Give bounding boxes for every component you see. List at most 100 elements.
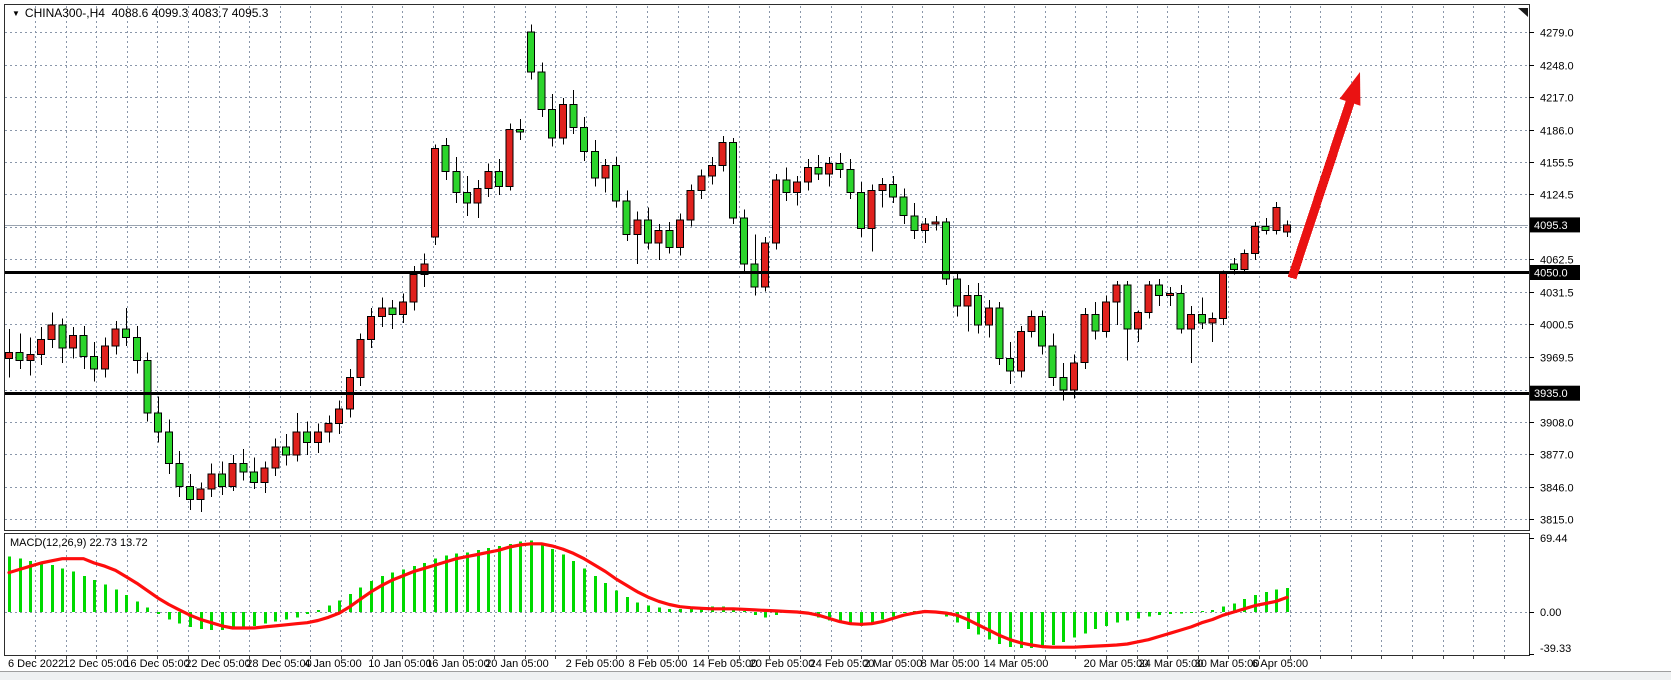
candle[interactable] xyxy=(1102,295,1110,338)
candle[interactable] xyxy=(718,135,727,172)
symbol-dropdown-icon[interactable]: ▼ xyxy=(12,8,20,18)
macd-signal-line[interactable] xyxy=(7,542,1289,649)
candle[interactable] xyxy=(622,190,631,241)
candle[interactable] xyxy=(473,180,482,218)
candle[interactable] xyxy=(846,159,855,199)
candle[interactable] xyxy=(335,400,344,435)
candle[interactable] xyxy=(782,167,791,202)
candle[interactable] xyxy=(111,320,120,355)
candle[interactable] xyxy=(441,138,450,181)
candle[interactable] xyxy=(878,177,887,208)
candle[interactable] xyxy=(590,140,599,187)
candle[interactable] xyxy=(303,421,312,456)
candle[interactable] xyxy=(761,236,770,292)
candle[interactable] xyxy=(26,337,35,376)
candle[interactable] xyxy=(313,423,322,454)
candle[interactable] xyxy=(665,222,674,254)
candle[interactable] xyxy=(1048,333,1057,386)
candle[interactable] xyxy=(196,482,205,512)
candle[interactable] xyxy=(37,327,45,365)
candle[interactable] xyxy=(750,234,759,296)
candle[interactable] xyxy=(1283,220,1291,238)
candle[interactable] xyxy=(857,182,865,237)
candle[interactable] xyxy=(1240,249,1249,273)
candle[interactable] xyxy=(1027,310,1036,338)
candle[interactable] xyxy=(707,156,716,185)
candle[interactable] xyxy=(686,184,695,227)
candle[interactable] xyxy=(548,93,557,147)
candle[interactable] xyxy=(356,333,365,386)
candle[interactable] xyxy=(835,152,844,178)
candle[interactable] xyxy=(1091,301,1100,340)
candle[interactable] xyxy=(239,448,248,481)
candle[interactable] xyxy=(484,163,493,197)
candle[interactable] xyxy=(526,24,535,80)
candle[interactable] xyxy=(452,156,461,204)
candle[interactable] xyxy=(1251,222,1259,260)
candle[interactable] xyxy=(952,272,961,317)
candle[interactable] xyxy=(1272,202,1281,235)
candle[interactable] xyxy=(942,217,951,286)
candle[interactable] xyxy=(228,455,237,491)
trend-arrow-annotation[interactable] xyxy=(1287,72,1361,280)
candle[interactable] xyxy=(654,224,663,260)
candle[interactable] xyxy=(814,154,823,181)
candle[interactable] xyxy=(1261,217,1270,235)
candle[interactable] xyxy=(1038,310,1046,355)
candle[interactable] xyxy=(250,457,258,489)
candle[interactable] xyxy=(644,207,652,250)
candle[interactable] xyxy=(697,169,706,199)
candle[interactable] xyxy=(963,285,972,332)
candle[interactable] xyxy=(175,450,184,498)
candle[interactable] xyxy=(889,175,897,204)
candle[interactable] xyxy=(729,138,738,225)
candle[interactable] xyxy=(1016,326,1025,378)
candle[interactable] xyxy=(1133,310,1142,342)
candle[interactable] xyxy=(793,175,802,206)
candle[interactable] xyxy=(676,213,684,256)
candle[interactable] xyxy=(1144,280,1153,319)
candle[interactable] xyxy=(154,396,163,443)
candle[interactable] xyxy=(633,211,642,265)
candle[interactable] xyxy=(399,293,408,323)
candle[interactable] xyxy=(537,62,546,118)
candle[interactable] xyxy=(494,159,503,195)
candle[interactable] xyxy=(132,326,141,374)
candle[interactable] xyxy=(1006,341,1015,384)
candle[interactable] xyxy=(367,308,376,349)
candle[interactable] xyxy=(260,461,269,493)
candle[interactable] xyxy=(825,156,834,187)
candle[interactable] xyxy=(984,299,993,338)
candle[interactable] xyxy=(271,438,280,477)
candle[interactable] xyxy=(90,341,99,382)
candles-layer[interactable] xyxy=(5,24,1291,512)
candle[interactable] xyxy=(58,318,67,363)
candle[interactable] xyxy=(601,159,610,193)
candle[interactable] xyxy=(1197,297,1206,330)
candle[interactable] xyxy=(920,217,929,244)
candle[interactable] xyxy=(569,89,578,134)
candle[interactable] xyxy=(15,333,24,370)
candle[interactable] xyxy=(1176,285,1185,334)
candle[interactable] xyxy=(462,175,471,216)
candle[interactable] xyxy=(1112,280,1121,325)
candle[interactable] xyxy=(931,215,940,231)
candle[interactable] xyxy=(974,282,983,334)
candle[interactable] xyxy=(1208,312,1217,342)
candle[interactable] xyxy=(164,419,173,475)
candle[interactable] xyxy=(218,461,226,496)
price-axis[interactable]: 4279.0 4248.0 4217.0 4186.0 4155.5 4124.5 4062… xyxy=(1529,28,1580,527)
candle[interactable] xyxy=(207,463,216,498)
candle[interactable] xyxy=(47,312,56,349)
candle[interactable] xyxy=(122,308,131,346)
candle[interactable] xyxy=(79,326,88,370)
candle[interactable] xyxy=(377,297,386,328)
candle[interactable] xyxy=(1080,308,1089,370)
candle[interactable] xyxy=(1123,280,1132,361)
macd-axis[interactable]: 69.44 0.00 -39.33 xyxy=(1529,533,1571,655)
scroll-to-end-marker[interactable] xyxy=(1518,8,1528,17)
candle[interactable] xyxy=(867,184,876,252)
candle[interactable] xyxy=(771,173,780,250)
